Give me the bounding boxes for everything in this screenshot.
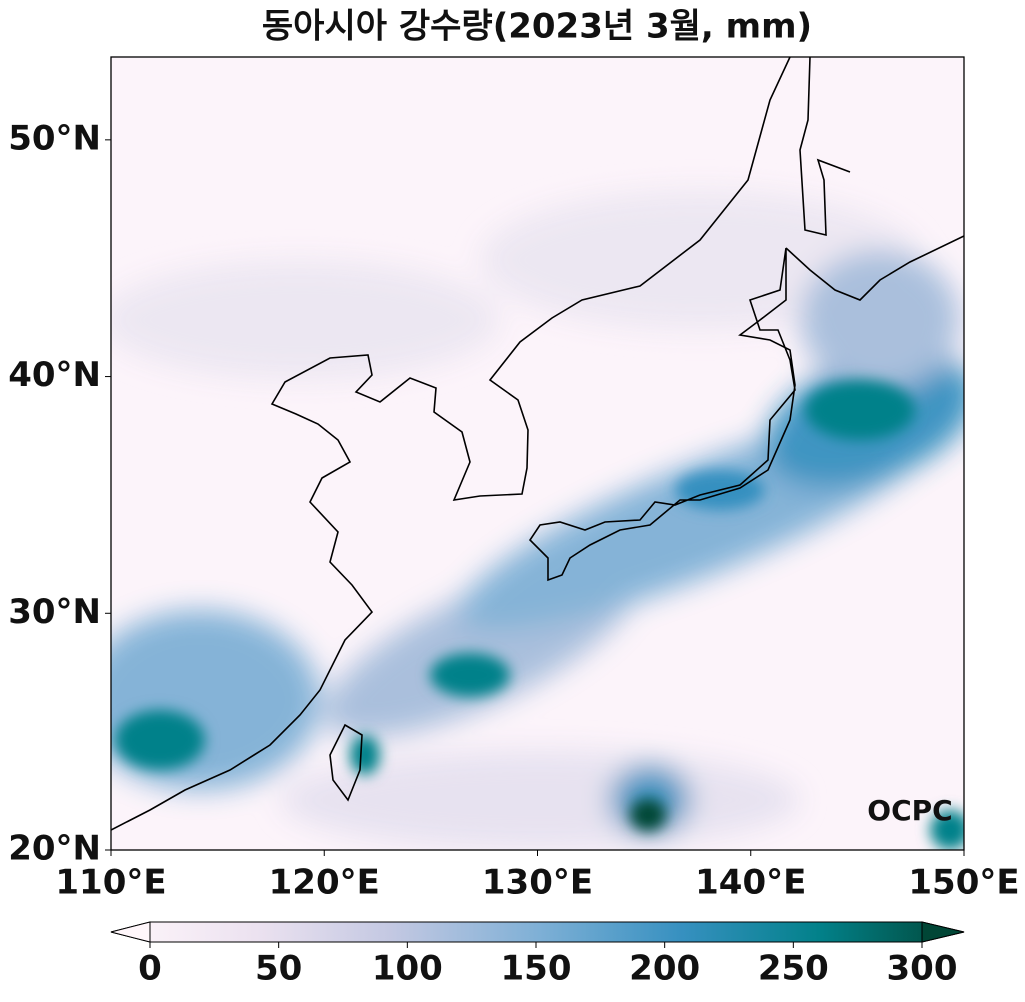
colorbar-extend-low <box>110 921 151 943</box>
y-tick-label: 40°N <box>8 355 101 395</box>
colorbar-tick-label: 0 <box>138 949 162 989</box>
x-tick-label: 110°E <box>55 863 166 903</box>
colorbar-tick-label: 100 <box>372 949 443 989</box>
y-tick-label: 50°N <box>8 118 101 158</box>
y-tick-label: 20°N <box>8 829 101 869</box>
colorbar <box>110 921 965 943</box>
chart-title: 동아시아 강수량(2023년 3월, mm) <box>262 7 812 47</box>
colorbar-tick-label: 250 <box>758 949 829 989</box>
x-tick-label: 130°E <box>482 863 593 903</box>
coastlines <box>111 57 964 831</box>
x-tick-label: 120°E <box>269 863 380 903</box>
y-tick-label: 30°N <box>8 592 101 632</box>
x-tick-label: 150°E <box>908 863 1019 903</box>
x-tick-label: 140°E <box>695 863 806 903</box>
precip-field <box>111 57 964 850</box>
colorbar-tick-label: 150 <box>501 949 572 989</box>
colorbar-extend-high <box>921 921 965 943</box>
watermark: OCPC <box>867 794 952 827</box>
colorbar-tick-label: 300 <box>887 949 958 989</box>
colorbar-tick-label: 50 <box>255 949 302 989</box>
colorbar-tick-label: 200 <box>629 949 700 989</box>
